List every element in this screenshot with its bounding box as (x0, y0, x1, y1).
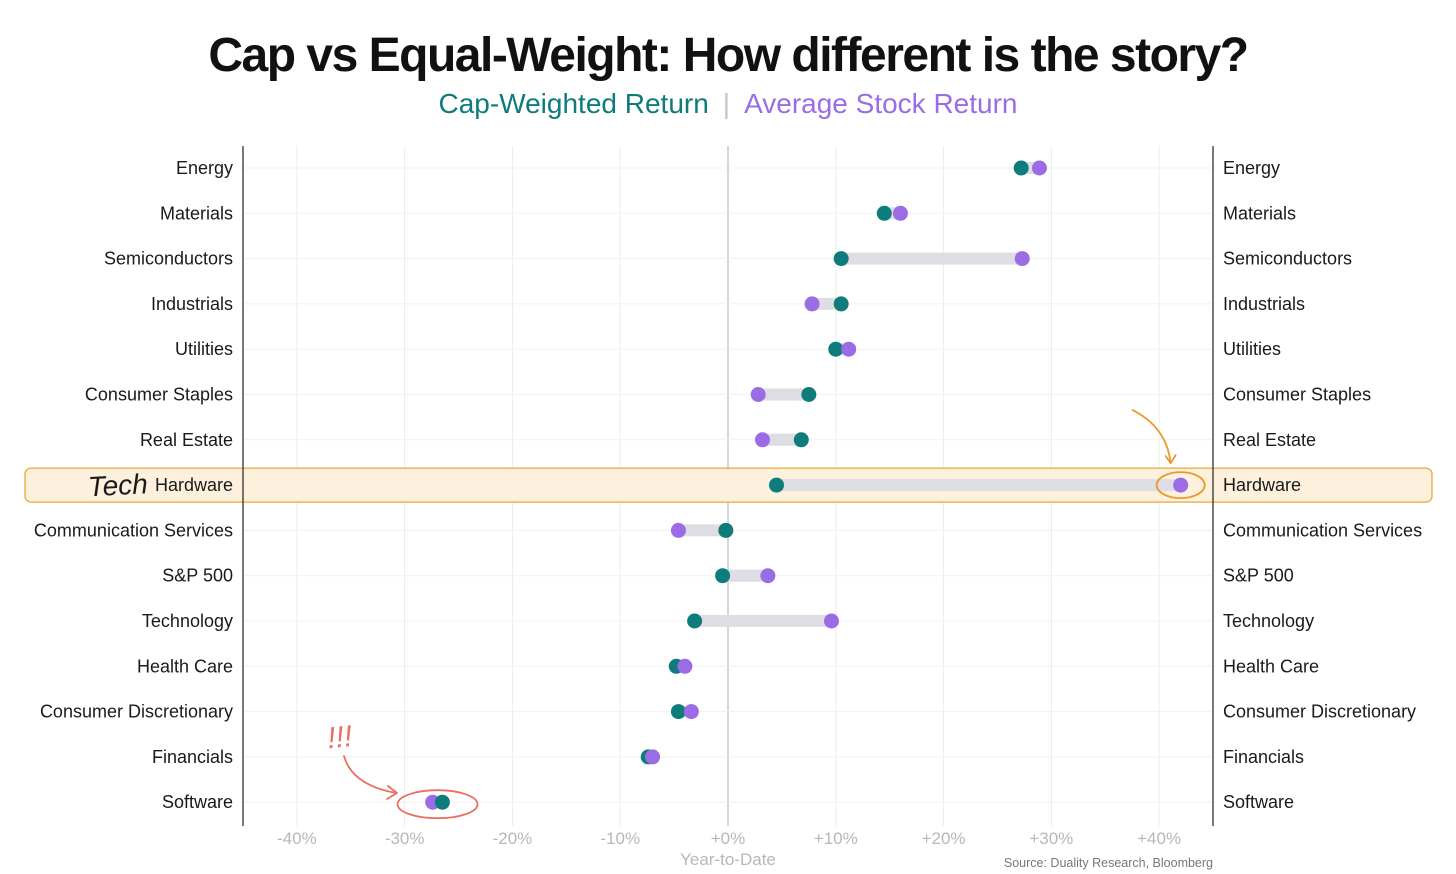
avg-dot (841, 341, 857, 357)
axes (242, 146, 1214, 826)
category-label-right: Communication Services (1223, 520, 1422, 540)
legend-average-stock: Average Stock Return (744, 88, 1018, 119)
cap-dot (828, 341, 844, 357)
avg-dot (670, 522, 686, 538)
cap-dot (793, 432, 809, 448)
category-label-left: Real Estate (140, 430, 233, 450)
avg-dot (754, 432, 770, 448)
category-label-right: Industrials (1223, 294, 1305, 314)
category-label-left: S&P 500 (162, 566, 233, 586)
software-circle-annotation (396, 789, 479, 820)
tech-handwritten-note: Tech (87, 468, 148, 502)
x-tick-label: -30% (385, 829, 425, 848)
category-label-left: Health Care (137, 656, 233, 676)
x-tick-label: -10% (600, 829, 640, 848)
source-note: Source: Duality Research, Bloomberg (1004, 856, 1213, 870)
category-label-left: Semiconductors (104, 249, 233, 269)
avg-dot (750, 387, 766, 402)
category-label-right: Materials (1223, 203, 1296, 223)
exclamation-note: !!! (326, 720, 355, 756)
category-label-right: Consumer Staples (1223, 385, 1371, 405)
x-tick-label: +30% (1029, 829, 1073, 848)
category-label-right: Energy (1223, 158, 1280, 178)
category-label-left: Consumer Discretionary (40, 702, 233, 722)
category-label-right: Real Estate (1223, 430, 1316, 450)
cap-dot (833, 251, 849, 267)
avg-dot (683, 704, 699, 720)
x-tick-label: +10% (814, 829, 858, 848)
cap-dot (1013, 160, 1029, 176)
cap-dot (833, 296, 849, 312)
category-label-right: S&P 500 (1223, 566, 1294, 586)
avg-dot (892, 205, 908, 221)
category-label-left: Hardware (155, 475, 233, 495)
cap-dot (769, 477, 784, 493)
hardware-arrow (1131, 409, 1172, 464)
category-label-right: Software (1223, 792, 1294, 812)
x-tick-label: +40% (1137, 829, 1181, 848)
highlight-band (24, 467, 1433, 503)
labels: Energy Energy Materials Materials Semiconduc… (34, 158, 1422, 870)
x-axis-title: Year-to-Date (680, 850, 776, 869)
category-label-left: Technology (142, 611, 233, 631)
category-label-right: Financials (1223, 747, 1304, 767)
legend: Cap-Weighted Return | Average Stock Return (0, 88, 1456, 120)
legend-cap-weighted: Cap-Weighted Return (438, 88, 709, 119)
category-label-right: Semiconductors (1223, 249, 1352, 269)
x-tick-label: -40% (277, 829, 317, 848)
annotations: Tech!!! (87, 409, 1206, 820)
category-label-right: Technology (1223, 611, 1314, 631)
legend-separator: | (722, 88, 731, 119)
hardware-circle-annotation (1155, 471, 1206, 500)
software-arrowhead (386, 785, 398, 800)
avg-dot (677, 658, 693, 674)
category-label-left: Industrials (151, 294, 233, 314)
cap-dot (670, 704, 686, 720)
avg-dot (645, 749, 661, 765)
cap-dot (876, 205, 892, 221)
software-arrow (343, 755, 397, 794)
avg-dot (1173, 477, 1189, 493)
category-label-left: Communication Services (34, 520, 233, 540)
category-label-left: Energy (176, 158, 233, 178)
avg-dot (804, 296, 820, 312)
category-label-left: Software (162, 792, 233, 812)
cap-dot (718, 522, 734, 538)
category-label-left: Consumer Staples (85, 385, 233, 405)
category-label-right: Consumer Discretionary (1223, 702, 1416, 722)
avg-dot (1014, 251, 1030, 267)
avg-dot (1031, 160, 1047, 176)
avg-dot (823, 613, 839, 629)
x-tick-label: +20% (922, 829, 966, 848)
avg-dot (760, 568, 776, 584)
x-tick-label: -20% (493, 829, 533, 848)
chart-title: Cap vs Equal-Weight: How different is th… (208, 29, 1249, 82)
highlight-band-rect (24, 467, 1433, 503)
cap-dot (801, 387, 817, 402)
cap-dot (434, 794, 450, 810)
category-label-right: Utilities (1223, 339, 1281, 359)
dots (425, 160, 1189, 810)
cap-dot (687, 613, 703, 629)
x-tick-label: +0% (711, 829, 746, 848)
category-label-left: Financials (152, 747, 233, 767)
hardware-arrowhead (1164, 454, 1177, 464)
category-label-right: Health Care (1223, 656, 1319, 676)
category-label-left: Utilities (175, 339, 233, 359)
category-label-right: Hardware (1223, 475, 1301, 495)
cap-dot (715, 568, 731, 584)
category-label-left: Materials (160, 203, 233, 223)
